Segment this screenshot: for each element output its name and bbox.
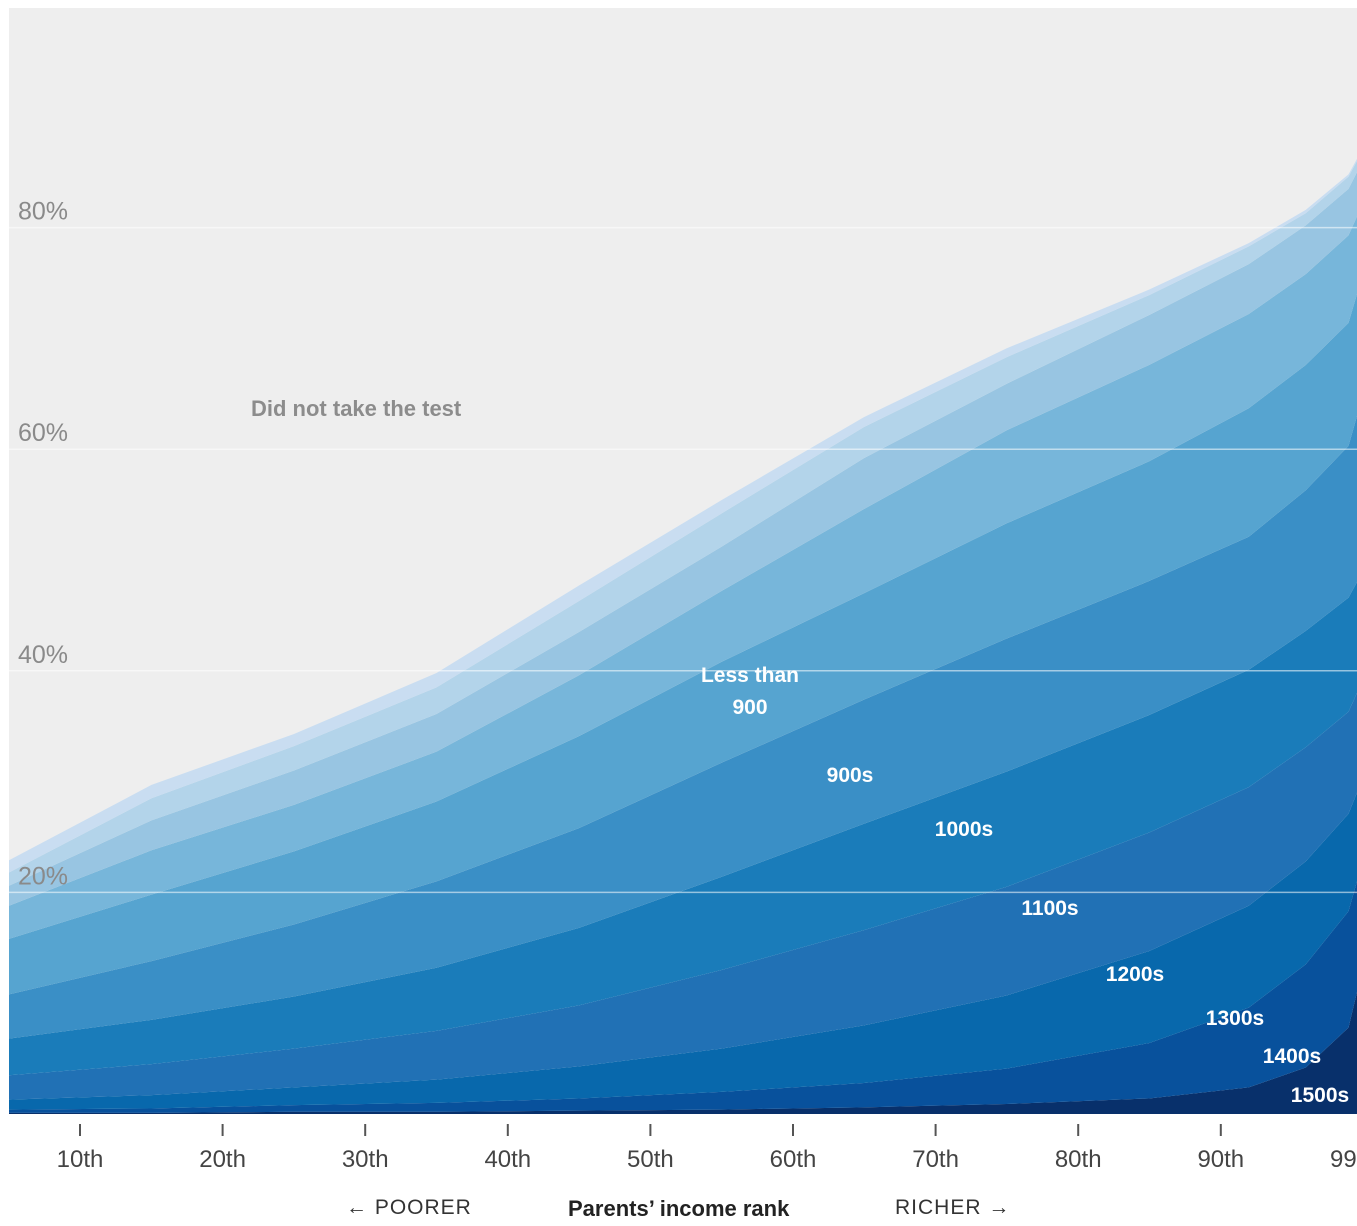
x-tick-label: 10th — [57, 1146, 104, 1173]
x-tick-label: 60th — [770, 1146, 817, 1173]
band-labels: 1500s 1400s 1300s 1200s 1100s 1000s 900s Less t… — [701, 664, 1349, 1107]
series-label-1500s: 1500s — [1291, 1084, 1349, 1107]
did-not-take-test-label: Did not take the test — [251, 396, 462, 421]
richer-direction-label: RICHER → — [895, 1196, 1011, 1219]
x-tick-label: 99.9th — [1330, 1146, 1357, 1173]
area-1000s — [9, 415, 1357, 1039]
x-axis: 10th 20th 30th 40th 50th 60th 70th 80th 90th 99.9… — [57, 1124, 1357, 1173]
area-1500s — [9, 992, 1357, 1114]
x-tick-label: 30th — [342, 1146, 389, 1173]
poorer-direction-label: ← POORER — [346, 1196, 472, 1219]
y-tick-label: 40% — [18, 641, 68, 669]
series-label-1400s: 1400s — [1263, 1045, 1321, 1068]
x-tick-label: 70th — [912, 1146, 959, 1173]
stacked-areas — [9, 158, 1357, 1114]
gridlines — [9, 226, 1357, 894]
series-label-1200s: 1200s — [1106, 963, 1164, 986]
series-label-900s: 900s — [827, 764, 874, 787]
y-tick-label: 80% — [18, 198, 68, 226]
x-axis-title: Parents’ income rank — [568, 1196, 790, 1221]
area-band-9 — [9, 161, 1357, 886]
y-axis-labels: 20% 40% 60% 80% — [18, 198, 68, 891]
area-1200s — [9, 692, 1357, 1100]
area-less-than-900 — [9, 216, 1357, 939]
x-tick-label: 90th — [1197, 1146, 1244, 1173]
area-1300s — [9, 792, 1357, 1110]
area-1100s — [9, 582, 1357, 1076]
x-tick-label: 80th — [1055, 1146, 1102, 1173]
area-900s — [9, 294, 1357, 995]
y-tick-label: 20% — [18, 862, 68, 890]
area-band-8 — [9, 172, 1357, 906]
series-label-1000s: 1000s — [935, 818, 993, 841]
series-label-1300s: 1300s — [1206, 1007, 1264, 1030]
x-tick-label: 20th — [199, 1146, 246, 1173]
series-label-1100s: 1100s — [1021, 897, 1078, 920]
x-tick-label: 50th — [627, 1146, 674, 1173]
area-1400s — [9, 881, 1357, 1113]
area-band-10 — [9, 158, 1357, 873]
y-tick-label: 60% — [18, 419, 68, 447]
series-label-less-than-900: Less than 900 — [701, 664, 799, 719]
x-tick-label: 40th — [484, 1146, 531, 1173]
